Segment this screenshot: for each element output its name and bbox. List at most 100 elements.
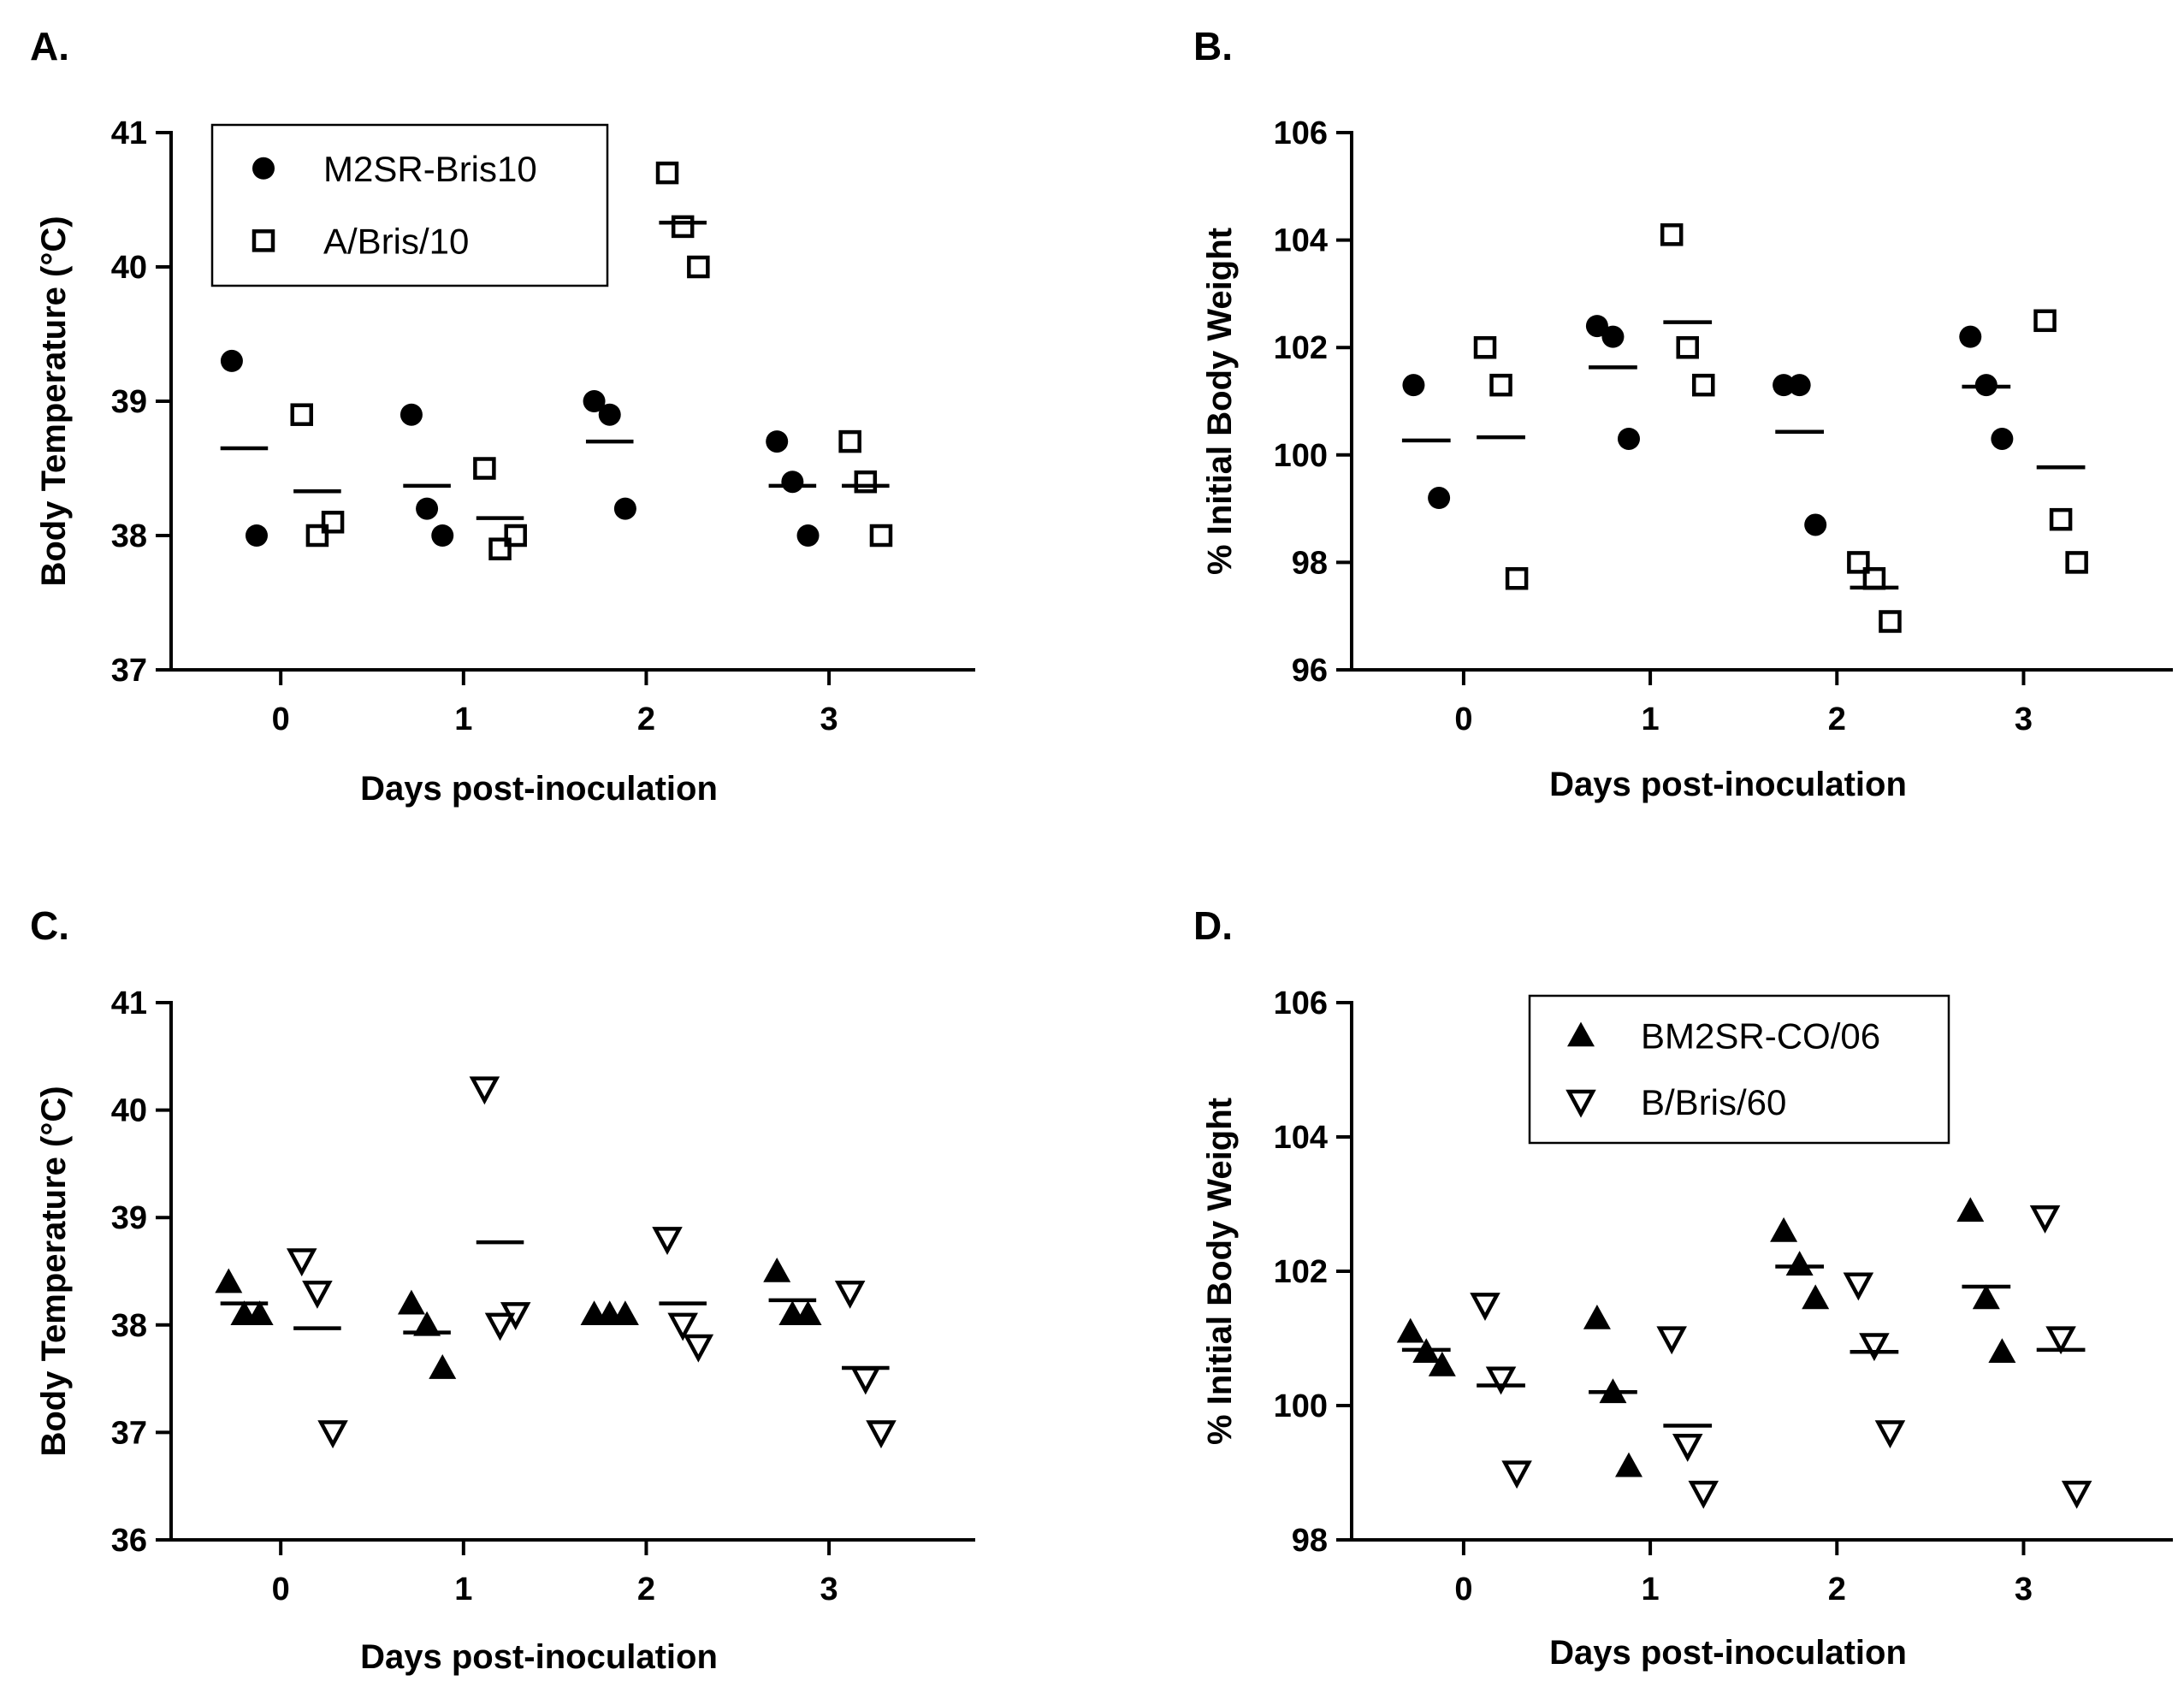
data-point	[1988, 1338, 2016, 1363]
x-tick-label: 1	[1642, 1572, 1660, 1607]
data-point	[1804, 513, 1827, 536]
data-point	[866, 1420, 897, 1449]
y-axis-label: Body Temperature (°C)	[35, 1086, 73, 1456]
data-point	[400, 403, 423, 426]
data-point	[763, 1258, 791, 1282]
x-tick-label: 0	[1454, 1572, 1472, 1607]
x-tick-label: 0	[272, 701, 290, 737]
data-point	[413, 1311, 441, 1336]
y-tick-label: 39	[111, 1200, 147, 1236]
x-tick-label: 2	[637, 701, 655, 737]
y-tick-label: 37	[111, 1415, 147, 1451]
data-point	[286, 1248, 317, 1277]
data-point	[1972, 1284, 2000, 1310]
legend-entry: B/Bris/60	[1641, 1082, 1786, 1122]
data-point	[500, 1302, 531, 1330]
data-point	[1505, 566, 1529, 590]
data-point	[484, 1312, 516, 1341]
data-point	[1428, 1351, 1456, 1376]
data-point	[794, 1300, 822, 1326]
legend: BM2SR-CO/06 B/Bris/60	[1528, 994, 1950, 1145]
data-point	[416, 497, 439, 520]
chart-panel-a: A. 37 38 39 40 41 0 1 2 3 Days post-inoculation Bod…	[30, 24, 975, 808]
data-point	[1802, 1284, 1830, 1310]
y-tick-label: 106	[1274, 986, 1328, 1021]
y-tick-label: 100	[1274, 1388, 1328, 1424]
data-point	[1601, 325, 1625, 348]
chart-panel-d: D. 98 100 102 104 106 0 1 2 3 Days post-inoculatio…	[1193, 903, 2173, 1672]
data-point	[2065, 551, 2088, 574]
data-point	[834, 1280, 866, 1309]
data-point	[1770, 1216, 1798, 1242]
data-point	[655, 161, 679, 185]
data-point	[397, 1289, 425, 1315]
y-tick-label: 41	[111, 986, 147, 1021]
legend-entry: A/Bris/10	[323, 221, 469, 261]
x-tick-label: 2	[1828, 1572, 1846, 1607]
data-point	[220, 349, 243, 372]
panel-letter: A.	[30, 24, 69, 68]
data-point	[488, 537, 512, 560]
legend-entry: M2SR-Bris10	[323, 149, 537, 189]
data-point	[473, 457, 496, 480]
y-axis-label: % Initial Body Weight	[1201, 1098, 1239, 1445]
series-a-bris-10	[290, 161, 893, 560]
x-axis-label: Days post-inoculation	[360, 770, 718, 808]
series-b-bris-60	[1470, 1205, 2092, 1509]
data-point	[671, 215, 695, 239]
x-tick-label: 1	[454, 701, 472, 737]
x-axis-label: Days post-inoculation	[1549, 1634, 1907, 1672]
data-point	[1874, 1420, 1906, 1449]
y-tick-label: 100	[1274, 438, 1328, 474]
data-point	[1692, 373, 1715, 397]
legend-marker	[252, 157, 275, 180]
chart-panel-b: B. 96 98 100 102 104 106 0 1 2 3 Days post-inoculat…	[1193, 24, 2173, 803]
legend-entry: BM2SR-CO/06	[1641, 1015, 1880, 1056]
data-point	[429, 1354, 457, 1379]
data-point	[1991, 427, 2014, 450]
y-tick-label: 41	[111, 115, 147, 151]
data-point	[850, 1366, 881, 1395]
x-tick-label: 1	[454, 1572, 472, 1607]
y-tick-label: 96	[1292, 653, 1328, 689]
data-point	[652, 1227, 683, 1256]
data-point	[302, 1280, 333, 1309]
data-point	[838, 429, 861, 453]
series-m2sr-bris10	[1401, 315, 2014, 536]
data-point	[796, 524, 820, 547]
legend-marker	[252, 229, 275, 252]
y-axis-label: % Initial Body Weight	[1201, 228, 1239, 575]
data-point	[469, 1076, 500, 1105]
data-point	[687, 255, 710, 279]
data-point	[1959, 325, 1982, 348]
data-point	[869, 524, 893, 548]
data-point	[431, 524, 454, 547]
panel-letter: D.	[1193, 903, 1233, 948]
data-point	[1879, 610, 1902, 633]
data-point	[1501, 1460, 1532, 1489]
legend-marker	[1565, 1089, 1596, 1118]
x-tick-label: 3	[2015, 701, 2033, 737]
data-point	[504, 524, 527, 548]
y-tick-label: 104	[1274, 223, 1328, 259]
data-point	[1473, 335, 1497, 359]
y-tick-label: 106	[1274, 115, 1328, 151]
legend-marker	[1567, 1021, 1595, 1047]
data-point	[1843, 1272, 1874, 1301]
data-point	[613, 497, 636, 520]
data-point	[1615, 1452, 1642, 1477]
data-point	[245, 524, 268, 547]
data-point	[1956, 1197, 1985, 1222]
y-axis-label: Body Temperature (°C)	[35, 216, 73, 586]
y-tick-label: 38	[111, 518, 147, 554]
data-point	[781, 471, 804, 494]
data-point	[1428, 487, 1451, 510]
legend: M2SR-Bris10 A/Bris/10	[210, 123, 609, 287]
data-point	[2049, 507, 2073, 531]
x-axis-label: Days post-inoculation	[1549, 766, 1907, 803]
x-tick-label: 2	[1828, 701, 1846, 737]
y-tick-label: 39	[111, 384, 147, 420]
data-point	[683, 1334, 714, 1363]
data-point	[1788, 374, 1811, 397]
y-tick-label: 104	[1274, 1120, 1328, 1156]
